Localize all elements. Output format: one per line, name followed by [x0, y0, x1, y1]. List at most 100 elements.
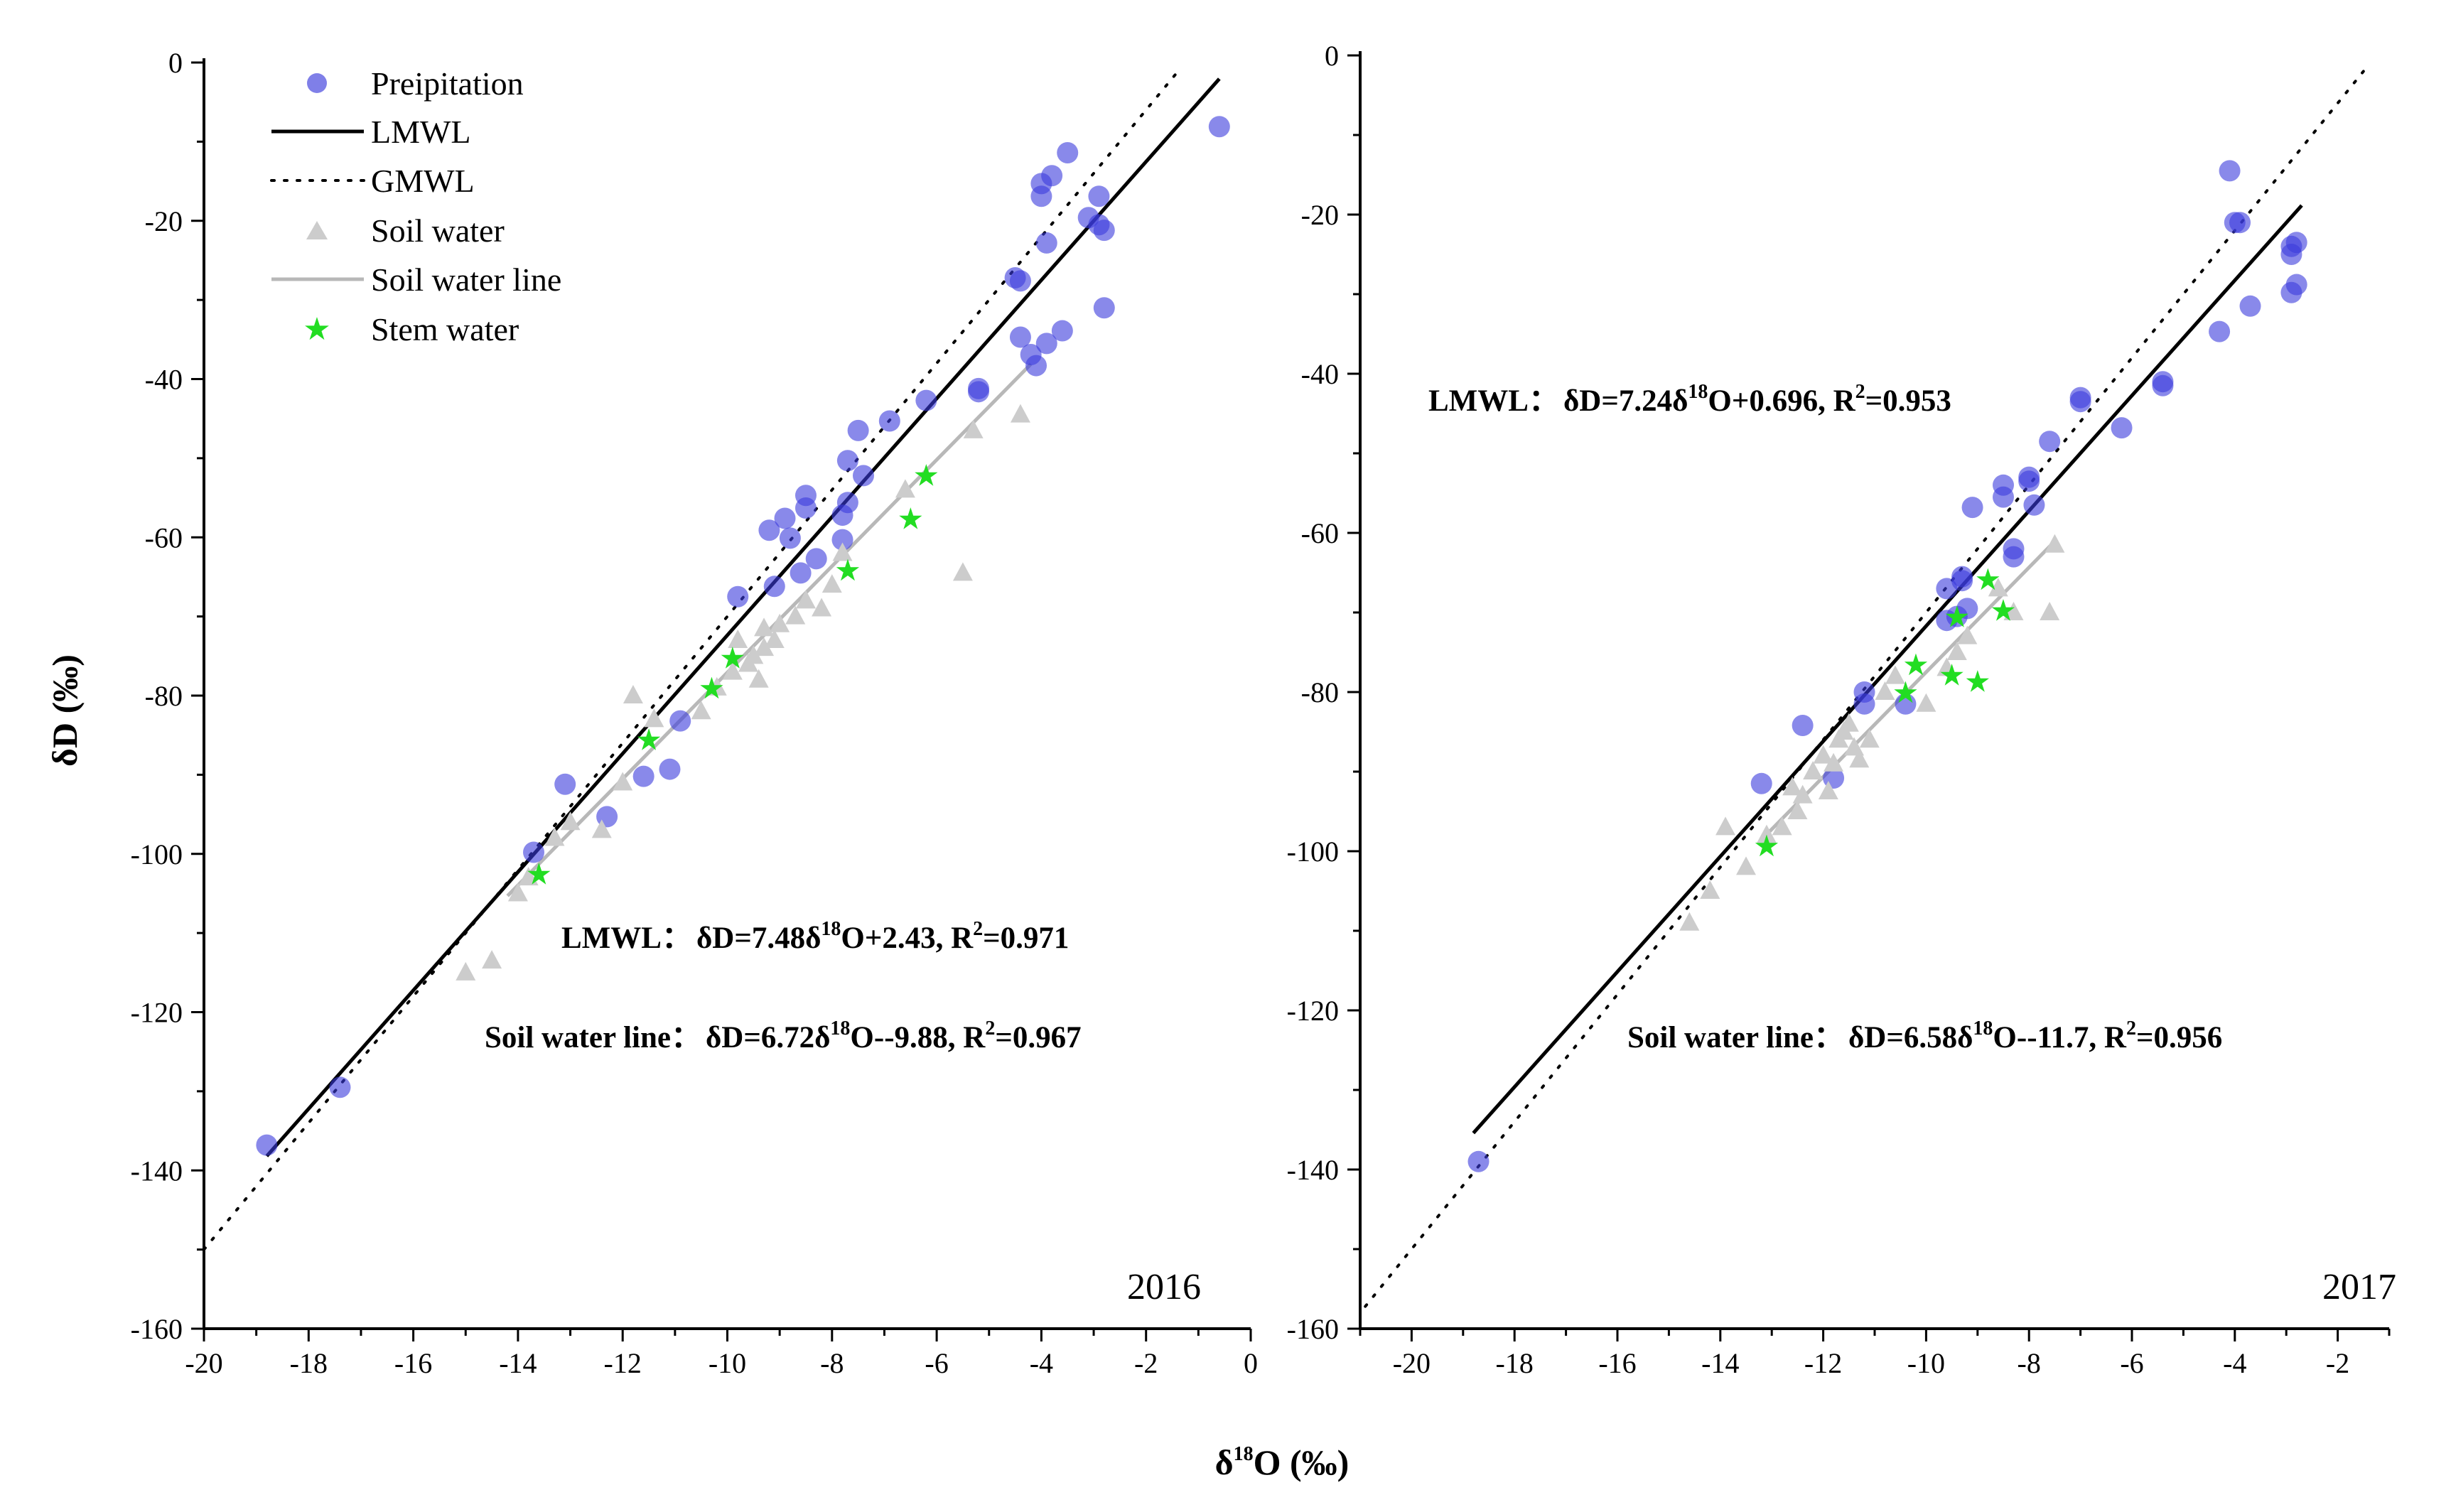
x-tick-label: -20 [185, 1347, 222, 1379]
soil-water-point [2045, 534, 2065, 553]
precipitation-point [763, 576, 785, 598]
x-tick-label: -16 [1598, 1347, 1636, 1379]
soil-water-point [748, 669, 769, 688]
chart-panel-2016: ★★★★★★★ 0-20-40-60-80-100-120-140-160-20… [131, 47, 1258, 1379]
soil-water-point [1957, 625, 1978, 644]
soil-water-point [482, 950, 502, 969]
y-tick-label: -20 [1301, 199, 1339, 231]
soil-water-point [1936, 657, 1957, 676]
soil-water-point [1818, 781, 1838, 799]
legend-marker-precipitation [307, 73, 327, 93]
chart-panel-2017: ★★★ ★★★★★ 0-20-40-60-80-100-120-140-160-2… [1287, 40, 2396, 1379]
precipitation-point [727, 585, 749, 608]
precipitation-point [790, 562, 812, 584]
legend-label-precipitation: Preipitation [371, 65, 524, 102]
soil-water-point [1803, 761, 1824, 779]
year-label-2016: 2016 [1127, 1267, 1201, 1307]
y-tick-label: 0 [1325, 40, 1339, 72]
soil-water-point [1772, 816, 1792, 836]
precipitation-point [1035, 232, 1057, 254]
y-tick-label: -140 [1287, 1154, 1339, 1186]
precipitation-point [329, 1076, 351, 1098]
soil-water-point [722, 661, 743, 680]
x-tick-label: -18 [290, 1347, 328, 1379]
soil-water-point [560, 811, 581, 831]
precipitation-point [256, 1134, 278, 1156]
precipitation-point [1467, 1150, 1490, 1172]
precipitation-point [632, 765, 655, 787]
x-tick-label: -8 [820, 1347, 844, 1379]
soil-water-point [2003, 602, 2024, 620]
legend-marker-soil-water [306, 221, 328, 239]
stem-water-point: ★ [719, 643, 746, 676]
precipitation-point [1041, 165, 1063, 187]
precipitation-point [2018, 466, 2040, 488]
precipitation-point [758, 519, 780, 541]
precipitation-point [1993, 486, 2014, 508]
x-tick-label: -10 [1907, 1347, 1945, 1379]
soil-water-point [1782, 777, 1803, 796]
soil-water-point [1787, 801, 1808, 819]
soil-water-point [623, 685, 643, 703]
precipitation-point [1030, 185, 1052, 207]
precipitation-point [522, 841, 544, 863]
precipitation-point [1057, 141, 1079, 163]
precipitation-point [1009, 326, 1031, 348]
soil-water-point [764, 630, 785, 649]
x-tick-label: -14 [1701, 1347, 1739, 1379]
y-tick-label: -40 [1301, 358, 1339, 390]
precipitation-point [1025, 355, 1047, 377]
soil-water-point [895, 479, 915, 498]
precipitation-point [1009, 270, 1031, 292]
precipitation-point [779, 527, 801, 549]
soil-water-point [1679, 912, 1700, 931]
precipitation-point [831, 529, 853, 551]
soil-water-point [1946, 642, 1967, 660]
y-tick-label: -80 [145, 680, 183, 712]
precipitation-point [878, 410, 900, 432]
precipitation-point [2003, 546, 2025, 568]
soil-water-point [456, 961, 476, 981]
precipitation-point [2069, 391, 2091, 413]
stem-water-point: ★ [1964, 666, 1991, 698]
precipitation-point [805, 548, 827, 570]
x-tick-label: -8 [2018, 1347, 2041, 1379]
precipitation-point [1951, 570, 1973, 592]
precipitation-point [915, 389, 937, 411]
y-tick-label: -80 [1301, 676, 1339, 708]
precipitation-point [836, 450, 858, 472]
precipitation-point [1035, 333, 1057, 355]
soil-water-point [1756, 824, 1777, 843]
precipitation-point [2285, 232, 2307, 254]
precipitation-point [2209, 320, 2231, 342]
soil-water-point [952, 562, 973, 581]
soil-water-point [1859, 729, 1880, 748]
precipitation-point [831, 504, 853, 526]
precipitation-point [1088, 185, 1110, 207]
precipitation-point [968, 381, 990, 403]
soil-water-point [1849, 749, 1870, 768]
soil-water-point [591, 819, 612, 838]
y-tick-label: -120 [1287, 995, 1339, 1027]
precipitation-point [2111, 417, 2133, 439]
legend-label-soil-water-line: Soil water line [371, 261, 561, 298]
lmwl-equation-2017: LMWL： δD=7.24δ18O+0.696, R2=0.953 [1428, 381, 1951, 418]
x-tick-label: -20 [1393, 1347, 1431, 1379]
soil-water-point [1824, 752, 1844, 772]
soil-water-point [1813, 745, 1833, 764]
soil-water-point [832, 542, 853, 561]
x-tick-label: -2 [2326, 1347, 2349, 1379]
soil-water-point [822, 574, 842, 593]
soil-water-point [1885, 665, 1905, 684]
x-tick-label: -12 [604, 1347, 642, 1379]
soil-water-point [754, 637, 775, 657]
soil-water-point [2040, 602, 2060, 620]
stem-water-point: ★ [699, 673, 726, 706]
stem-water-point: ★ [526, 859, 553, 892]
y-tick-label: -140 [131, 1155, 183, 1187]
soil-water-point [1875, 681, 1895, 700]
precipitation-point [1792, 715, 1814, 737]
y-tick-label: 0 [168, 47, 183, 79]
stem-water-point: ★ [1892, 677, 1919, 710]
